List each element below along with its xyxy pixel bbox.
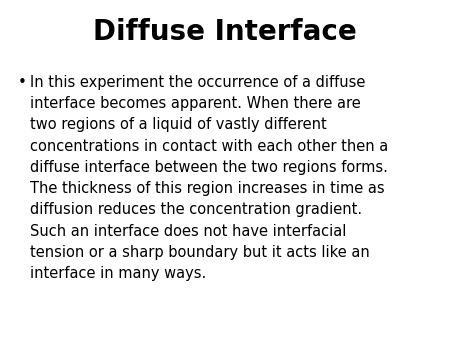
Text: •: • [18,75,27,90]
Text: In this experiment the occurrence of a diffuse
interface becomes apparent. When : In this experiment the occurrence of a d… [30,75,388,281]
Text: Diffuse Interface: Diffuse Interface [93,18,357,46]
